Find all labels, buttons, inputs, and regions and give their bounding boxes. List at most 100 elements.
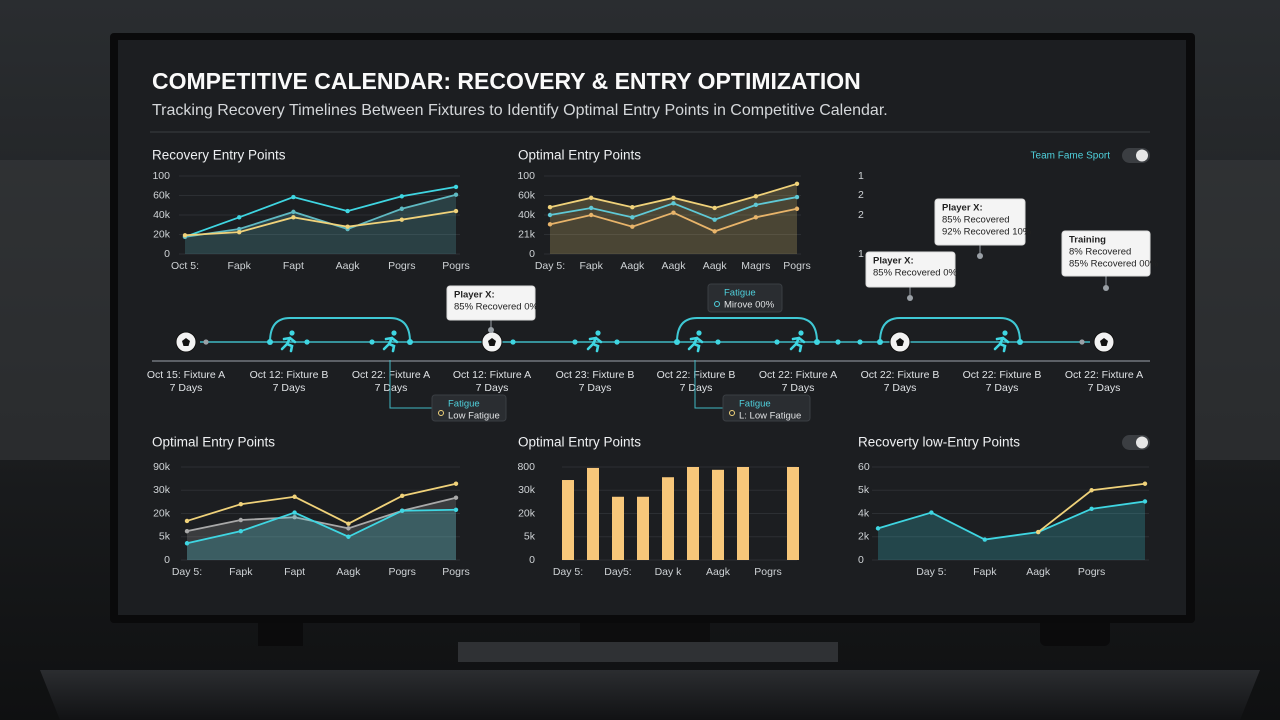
node (835, 339, 841, 345)
callout (431, 394, 507, 422)
runner-icon (280, 336, 297, 353)
node (267, 339, 273, 345)
point (453, 192, 459, 197)
x-tick-label: Fapk (973, 566, 997, 578)
y-tick-label: 0 (164, 248, 170, 260)
fixture-days: 7 Days (476, 382, 509, 394)
y-tick-label: 4k (858, 507, 870, 519)
point (291, 209, 296, 215)
point (875, 526, 881, 531)
point (346, 534, 351, 539)
x-tick-label: Magrs (741, 260, 770, 272)
y-tick-label: 60k (153, 189, 171, 201)
point (238, 502, 243, 507)
screen (118, 40, 1186, 615)
panel-title: Recoverty low-Entry Points (858, 435, 1020, 450)
x-tick-label: Pogrs (1078, 566, 1105, 578)
y-tick-label: 21k (518, 228, 536, 240)
connector-dot (488, 327, 494, 333)
point (794, 181, 800, 186)
x-tick-label: Day 5: (916, 566, 946, 578)
runner-head (798, 330, 804, 336)
x-tick-label: Day k (655, 566, 683, 578)
node (1079, 339, 1085, 345)
point (630, 205, 635, 210)
node (814, 339, 820, 345)
x-tick-label: Aagk (620, 260, 645, 272)
point (1089, 488, 1094, 493)
y-tick-label: 40k (153, 209, 171, 221)
x-tick-label: Aagk (336, 260, 361, 272)
node (572, 339, 578, 345)
connector-dot (977, 253, 983, 259)
connector (694, 360, 723, 409)
node (715, 339, 721, 345)
point (399, 194, 404, 199)
ball-patch (488, 338, 496, 346)
y-tick-label: 0 (529, 554, 535, 566)
point (453, 507, 459, 512)
x-tick-label: Aagk (662, 260, 687, 272)
ball-patch (182, 338, 190, 346)
point (345, 224, 350, 229)
point (292, 494, 297, 499)
fixture-label: Oct 12: Fixture B (250, 369, 329, 381)
point (453, 481, 459, 486)
callout-text: Fatigue (739, 399, 771, 410)
point (399, 217, 404, 222)
point (292, 515, 297, 520)
area (187, 509, 456, 560)
point (291, 194, 296, 200)
callout-text: Fatigue (448, 399, 480, 410)
x-tick-label: Aagk (703, 260, 728, 272)
point (929, 510, 934, 515)
node (203, 339, 209, 345)
point (671, 210, 676, 215)
point (237, 229, 242, 235)
node (304, 339, 310, 345)
fixture-days: 7 Days (884, 382, 917, 394)
area (187, 497, 456, 560)
y-tick-label: 100 (517, 170, 535, 182)
node (369, 339, 375, 345)
recovery-arc (879, 317, 1021, 343)
fixture-label: Oct 23: Fixture B (556, 369, 635, 381)
line (184, 210, 457, 237)
x-tick-label: Fapk (228, 260, 252, 272)
runner-icon (586, 336, 603, 353)
runner-icon (993, 336, 1010, 353)
point (346, 521, 351, 526)
fixture-days: 7 Days (782, 382, 815, 394)
y-tick-label: 800 (517, 461, 535, 473)
y-tick-label: 5k (159, 531, 171, 543)
node (407, 339, 413, 345)
callout (1061, 230, 1151, 277)
callout-text: 85% Recovered 0% (873, 268, 958, 279)
x-tick-label: Day5: (604, 566, 631, 578)
desk (40, 670, 1260, 720)
point (982, 537, 987, 542)
point (291, 215, 296, 220)
subtitle: Tracking Recovery Timelines Between Fixt… (152, 102, 888, 119)
toggle-knob (1136, 436, 1148, 449)
panel-title: Recovery Entry Points (152, 148, 286, 163)
y-tick-label: 100 (152, 170, 170, 182)
point (753, 215, 759, 220)
point (547, 205, 553, 210)
runner-head (391, 330, 397, 336)
x-tick-label: Pogrs (388, 566, 415, 578)
node (1017, 339, 1023, 345)
ball-patch (1100, 338, 1108, 346)
fixture-days: 7 Days (273, 382, 306, 394)
x-tick-label: Fapt (284, 566, 305, 578)
x-tick-label: Pogrs (783, 260, 810, 272)
point (588, 195, 594, 201)
y-tick-label: 30k (518, 484, 536, 496)
point (184, 528, 190, 534)
callout-text: Player X: (873, 256, 914, 267)
callout (707, 283, 783, 313)
recovery-arc (676, 317, 818, 343)
panel-title: Optimal Entry Points (518, 435, 641, 450)
toggle-knob (1136, 149, 1148, 162)
fixture-label: Oct 22: Fixture A (352, 369, 430, 381)
